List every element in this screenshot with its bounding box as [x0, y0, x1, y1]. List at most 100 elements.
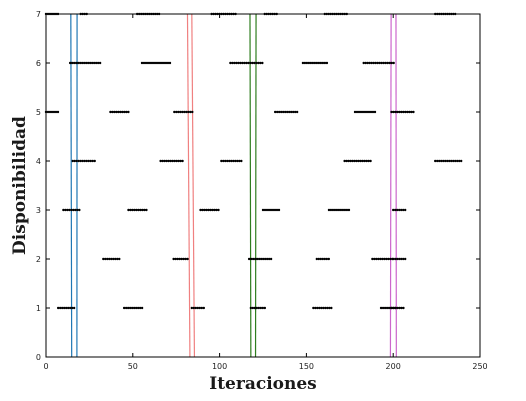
data-point — [353, 110, 357, 114]
data-point — [369, 110, 373, 114]
data-point — [269, 208, 273, 212]
data-point — [287, 110, 291, 114]
data-point — [78, 208, 81, 212]
data-point — [171, 159, 174, 163]
data-point — [220, 159, 223, 163]
data-point — [78, 61, 82, 65]
data-point — [131, 208, 134, 212]
cluster-y1-39 — [249, 306, 267, 310]
cluster-y3-28 — [327, 208, 351, 212]
cluster-y4-19 — [71, 159, 96, 163]
data-point — [82, 61, 86, 65]
data-point — [81, 159, 84, 163]
data-point — [402, 306, 405, 310]
data-point — [361, 110, 365, 114]
data-point — [387, 306, 391, 310]
data-point — [94, 61, 98, 65]
data-point — [394, 208, 397, 212]
data-point — [460, 159, 463, 163]
data-point — [404, 257, 407, 261]
availability-points — [44, 12, 463, 310]
band-2-line-2 — [191, 13, 196, 358]
data-point — [385, 257, 388, 261]
data-point — [392, 208, 395, 212]
data-point — [392, 306, 395, 310]
data-point — [68, 61, 72, 65]
data-point — [234, 159, 237, 163]
data-point — [273, 208, 277, 212]
data-point — [313, 61, 317, 65]
band-2-line-1 — [186, 13, 191, 358]
data-point — [367, 159, 370, 163]
data-point — [247, 257, 251, 261]
data-point — [75, 159, 78, 163]
band-4-line-1 — [389, 13, 392, 358]
data-point — [172, 257, 175, 261]
data-point — [96, 61, 100, 65]
data-point — [176, 257, 179, 261]
cluster-y3-25 — [127, 208, 148, 212]
data-point — [283, 110, 287, 114]
data-point — [74, 208, 77, 212]
data-point — [191, 110, 194, 114]
data-point — [184, 257, 187, 261]
data-point — [202, 306, 206, 310]
data-point — [402, 257, 405, 261]
data-point — [182, 257, 185, 261]
data-point — [434, 159, 437, 163]
x-tick-label: 200 — [386, 362, 401, 371]
data-point — [341, 208, 345, 212]
data-point — [209, 208, 212, 212]
data-point — [353, 159, 356, 163]
data-point — [123, 110, 126, 114]
data-point — [394, 306, 397, 310]
data-point — [142, 61, 146, 65]
data-point — [253, 306, 257, 310]
data-point — [343, 159, 346, 163]
data-point — [159, 159, 162, 163]
data-point — [121, 110, 124, 114]
data-point — [267, 257, 271, 261]
data-point — [363, 159, 366, 163]
data-point — [398, 208, 401, 212]
data-point — [380, 61, 383, 65]
data-point — [154, 61, 158, 65]
cluster-y2-34 — [371, 257, 394, 261]
data-point — [64, 306, 68, 310]
data-point — [269, 257, 273, 261]
data-point — [247, 61, 250, 65]
data-point — [186, 257, 189, 261]
data-point — [351, 159, 354, 163]
cluster-y4-23 — [434, 159, 463, 163]
data-point — [236, 159, 239, 163]
data-point — [402, 110, 405, 114]
data-point — [179, 159, 182, 163]
data-point — [165, 159, 168, 163]
cluster-y5-18 — [390, 110, 415, 114]
data-point — [68, 306, 72, 310]
data-point — [162, 61, 166, 65]
data-point — [359, 159, 362, 163]
y-tick-label: 5 — [36, 108, 41, 117]
data-point — [175, 110, 178, 114]
cluster-y5-16 — [273, 110, 299, 114]
x-tick-label: 50 — [128, 362, 138, 371]
data-point — [365, 110, 369, 114]
data-point — [62, 306, 66, 310]
band-3-line-1 — [249, 13, 252, 358]
data-point — [72, 61, 76, 65]
data-point — [361, 159, 364, 163]
data-point — [200, 306, 204, 310]
data-point — [66, 306, 70, 310]
data-point — [318, 306, 321, 310]
data-point — [327, 257, 331, 261]
data-point — [343, 208, 347, 212]
data-point — [241, 61, 244, 65]
data-point — [233, 61, 236, 65]
data-point — [50, 110, 54, 114]
data-point — [377, 257, 380, 261]
data-point — [118, 257, 121, 261]
data-point — [446, 159, 449, 163]
data-point — [259, 257, 263, 261]
data-point — [128, 306, 132, 310]
